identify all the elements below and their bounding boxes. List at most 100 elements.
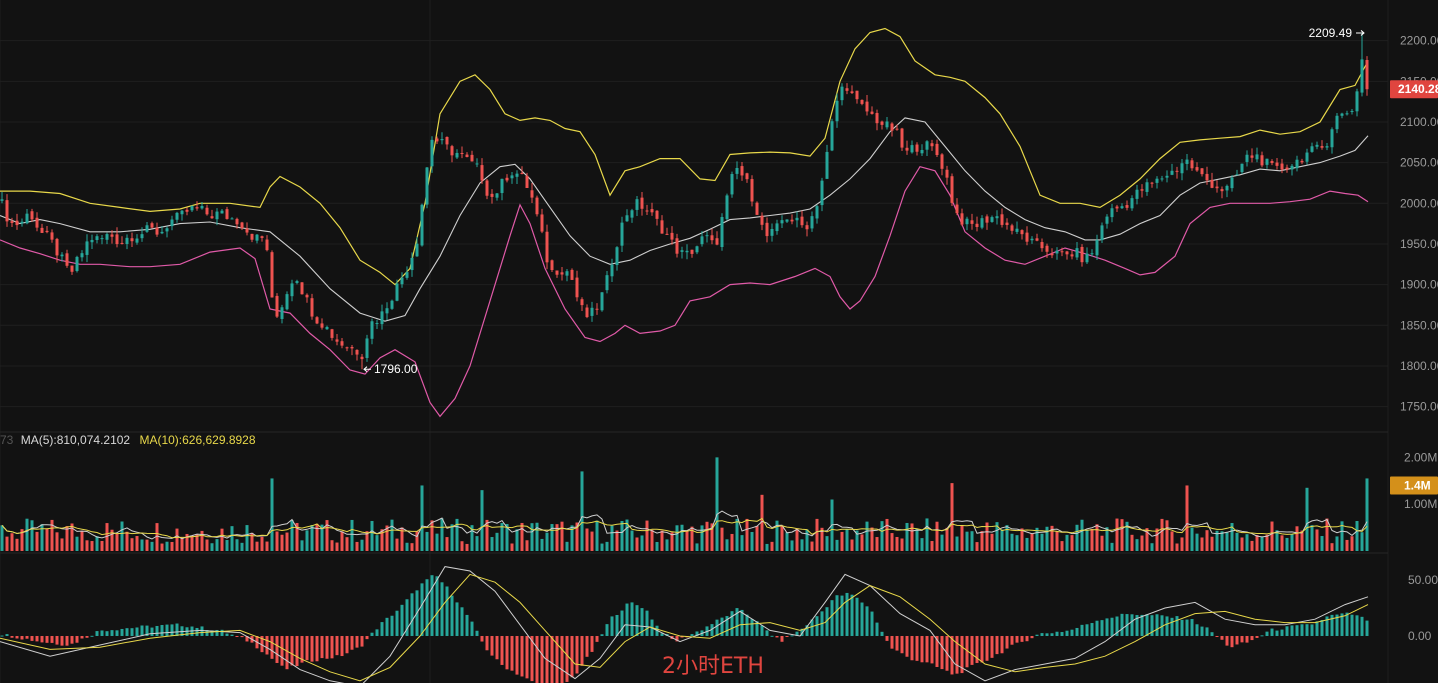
oscillator-bar [1340, 613, 1344, 636]
last-volume-value: 1.4M [1404, 478, 1431, 492]
oscillator-bar [270, 636, 274, 659]
candle-body [85, 241, 89, 255]
oscillator-bar [940, 636, 944, 670]
volume-bar [1035, 527, 1039, 551]
oscillator-bar [40, 636, 44, 643]
oscillator-bar [1170, 617, 1174, 636]
oscillator-bar [555, 636, 559, 683]
candle-body [1075, 248, 1079, 258]
candle-body [35, 217, 39, 228]
price-axis-tick: 1900.00 [1400, 278, 1438, 292]
candle-body [410, 257, 414, 271]
volume-bar [295, 522, 299, 551]
oscillator-bar [1300, 624, 1304, 636]
oscillator-bar [1095, 620, 1099, 636]
oscillator-bar [370, 632, 374, 636]
oscillator-bar [165, 624, 169, 636]
candle-body [1120, 206, 1124, 209]
candle-body [990, 217, 994, 222]
oscillator-bar [1360, 616, 1364, 636]
candle-body [380, 311, 384, 325]
volume-bar [605, 541, 609, 551]
volume-bar [735, 518, 739, 551]
candle-body [1250, 155, 1254, 158]
candle-body [625, 215, 629, 222]
oscillator-bar [105, 631, 109, 636]
oscillator-bar [1315, 621, 1319, 636]
candle-body [795, 217, 799, 221]
oscillator-bar [1040, 633, 1044, 636]
volume-bar [885, 518, 889, 551]
volume-bar [835, 539, 839, 551]
volume-bar [315, 523, 319, 551]
candle-body [1295, 159, 1299, 169]
last-price-value: 2140.28 [1398, 82, 1438, 96]
candle-body [945, 169, 949, 178]
candle-body [365, 338, 369, 358]
candle-body [575, 277, 579, 298]
candle-body [855, 90, 859, 100]
oscillator-bar [220, 629, 224, 636]
candle-body [330, 329, 334, 338]
volume-bar [1240, 537, 1244, 551]
volume-bar [1315, 529, 1319, 551]
oscillator-bar [790, 635, 794, 637]
candle-body [780, 220, 784, 224]
volume-bar [1350, 536, 1354, 551]
oscillator-bar [245, 636, 249, 642]
volume-bar [265, 541, 269, 551]
oscillator-bar [900, 636, 904, 654]
volume-bar [1225, 532, 1229, 551]
volume-bar [55, 532, 59, 551]
volume-bar [290, 520, 294, 551]
volume-bar [255, 541, 259, 551]
oscillator-bar [1265, 631, 1269, 636]
candle-body [1315, 144, 1319, 147]
volume-bar [200, 530, 204, 551]
volume-bar [1210, 536, 1214, 551]
oscillator-bar [400, 604, 404, 636]
oscillator-bar [350, 636, 354, 650]
candle-body [385, 308, 389, 314]
volume-bar [1155, 528, 1159, 551]
volume-bar [985, 522, 989, 551]
volume-bar [1320, 536, 1324, 551]
candle-body [700, 236, 704, 245]
bollinger-lower-line [0, 166, 1369, 418]
candle-body [730, 174, 734, 195]
candle-body [880, 121, 884, 125]
volume-bar [635, 537, 639, 551]
oscillator-bar [1005, 636, 1009, 649]
oscillator-bar [605, 624, 609, 636]
volume-bar [355, 541, 359, 551]
price-axis-tick: 2100.00 [1400, 115, 1438, 129]
volume-bar [135, 536, 139, 551]
volume-bar [460, 541, 464, 551]
volume-bar [1310, 525, 1314, 551]
volume-bar [185, 533, 189, 551]
oscillator-bar [885, 636, 889, 641]
volume-bar [550, 524, 554, 551]
candle-body [640, 197, 644, 209]
oscillator-bar [580, 636, 584, 666]
candle-body [70, 265, 74, 272]
oscillator-bar [635, 605, 639, 636]
volume-bar [1260, 536, 1264, 551]
candle-body [190, 206, 194, 211]
candle-body [785, 219, 789, 222]
volume-bar [1110, 542, 1114, 551]
volume-bar [1365, 478, 1369, 551]
oscillator-bar [955, 636, 959, 674]
candle-body [165, 228, 169, 232]
candle-body [80, 253, 84, 258]
candle-body [960, 213, 964, 225]
volume-bar [305, 530, 309, 551]
oscillator-bar [590, 636, 594, 652]
volume-bar [730, 533, 734, 551]
candle-body [175, 212, 179, 220]
volume-bar [475, 536, 479, 551]
volume-bar [1130, 534, 1134, 551]
volume-bar [1220, 531, 1224, 551]
candle-body [965, 218, 969, 225]
